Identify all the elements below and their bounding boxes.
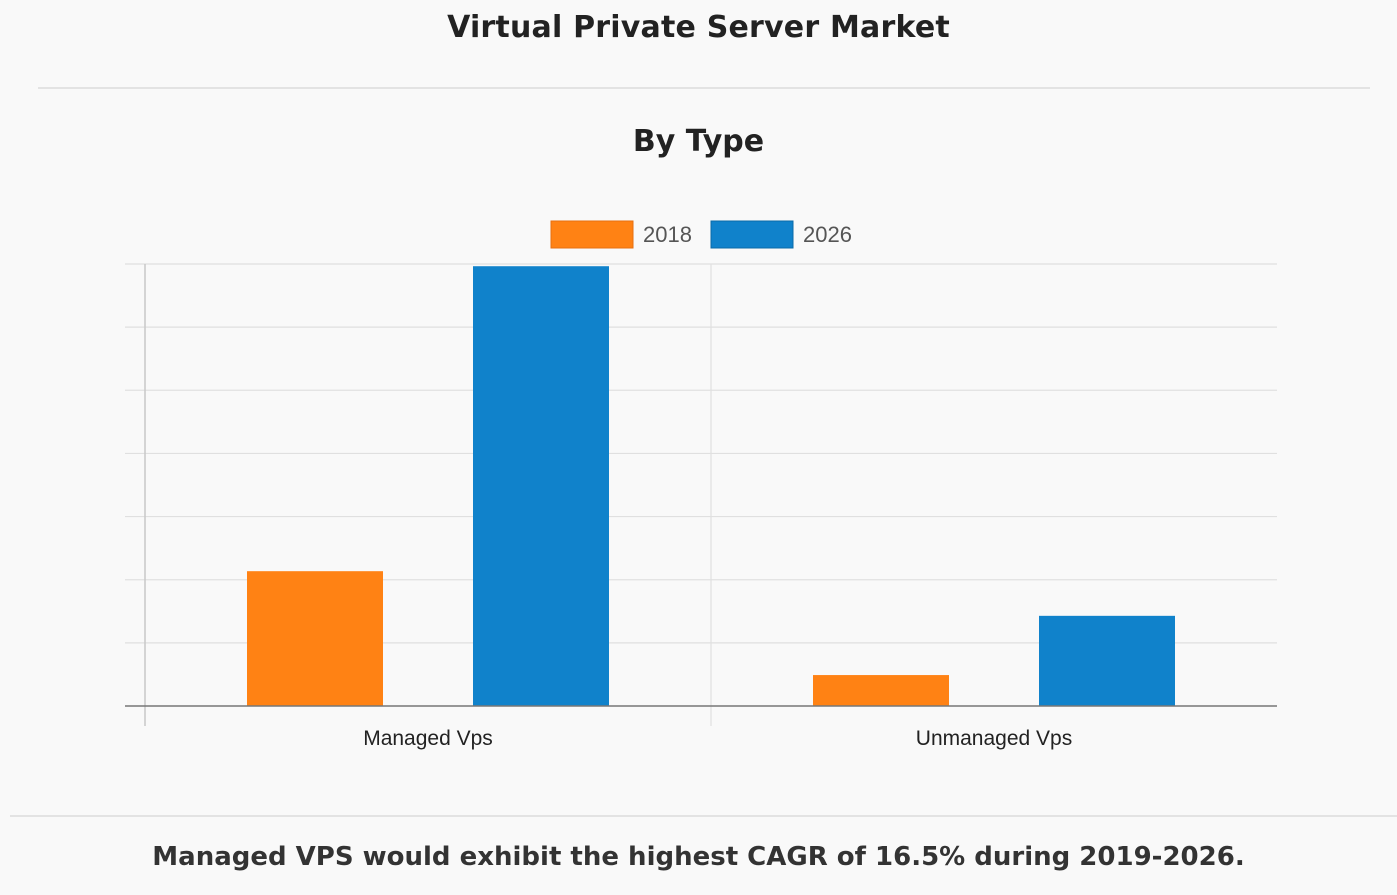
x-tick-label: Managed Vps	[363, 727, 493, 750]
bottom-divider	[10, 815, 1397, 817]
bar-2026-1	[1039, 615, 1175, 706]
top-divider	[38, 87, 1370, 89]
bar-2026-0	[473, 266, 609, 706]
bar-chart: Managed Vps Unmanaged Vps 2018 2026	[125, 220, 1277, 750]
chart-caption: Managed VPS would exhibit the highest CA…	[152, 842, 1245, 872]
page-title: Virtual Private Server Market	[447, 10, 950, 45]
chart-title: By Type	[632, 124, 765, 159]
legend-swatch-2026	[710, 220, 794, 249]
legend-label-2018: 2018	[643, 222, 692, 247]
legend-swatch-2018	[550, 220, 634, 249]
legend-label-2026: 2026	[803, 222, 852, 247]
bar-2018-0	[247, 571, 383, 706]
bar-2018-1	[813, 675, 949, 706]
x-tick-label: Unmanaged Vps	[916, 727, 1072, 750]
